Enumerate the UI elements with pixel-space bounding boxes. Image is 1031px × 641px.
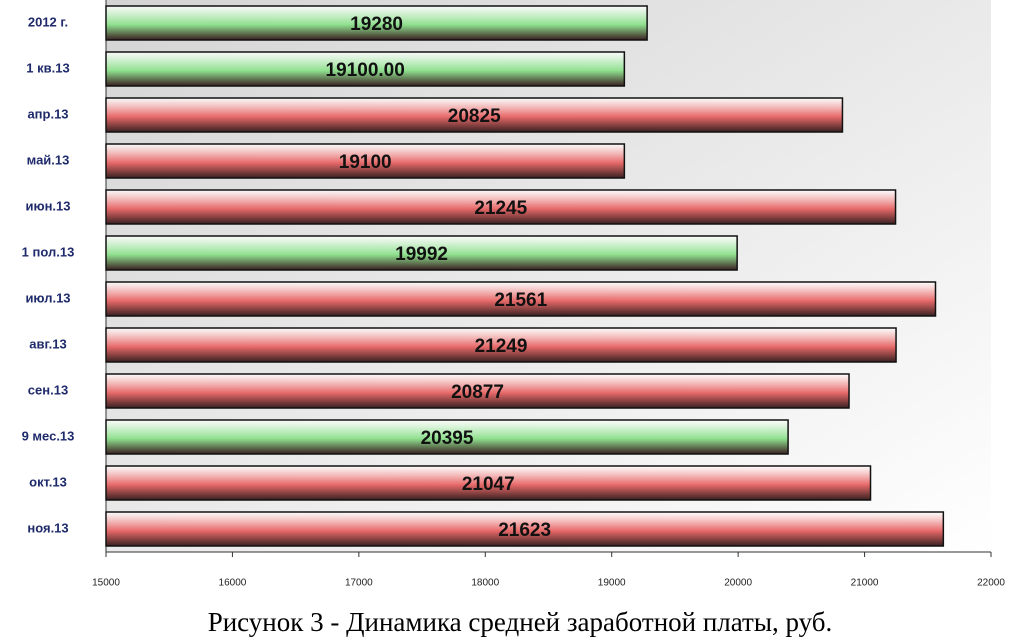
y-tick-label: окт.13 [29, 474, 67, 489]
x-tick-label: 16000 [219, 578, 247, 589]
value-label: 19100 [339, 152, 392, 173]
x-tick-label: 19000 [598, 578, 626, 589]
y-tick-label: июн.13 [25, 198, 70, 213]
x-tick-label: 18000 [471, 578, 499, 589]
value-label: 20825 [448, 106, 501, 127]
value-label: 19992 [395, 244, 448, 265]
x-tick-label: 15000 [92, 578, 120, 589]
bar [105, 189, 897, 225]
value-label: 20877 [451, 382, 504, 403]
chart-title: Рисунок 3 - Динамика средней заработной … [208, 607, 833, 637]
y-tick-label: 9 мес.13 [22, 428, 75, 443]
y-tick-label: авг.13 [29, 336, 66, 351]
bar [105, 327, 897, 363]
value-label: 21245 [474, 198, 527, 219]
x-tick-label: 22000 [977, 578, 1005, 589]
bar [105, 419, 789, 455]
bar [105, 5, 648, 41]
bar [105, 281, 937, 317]
bar [105, 373, 850, 409]
y-tick-label: ноя.13 [27, 520, 68, 535]
bar [105, 511, 945, 547]
y-tick-label: 1 кв.13 [26, 60, 69, 75]
bar [105, 465, 872, 501]
value-label: 19280 [350, 14, 403, 35]
y-tick-label: 2012 г. [28, 14, 68, 29]
x-tick-label: 20000 [724, 578, 752, 589]
bar [105, 51, 626, 87]
value-label: 21561 [494, 290, 547, 311]
value-label: 20395 [421, 428, 474, 449]
y-tick-label: май.13 [27, 152, 70, 167]
plot-area [106, 0, 991, 552]
x-tick-label: 17000 [345, 578, 373, 589]
value-label: 19100.00 [326, 60, 405, 81]
bar [105, 143, 626, 179]
value-label: 21623 [498, 520, 551, 541]
value-label: 21047 [462, 474, 515, 495]
value-label: 21249 [475, 336, 528, 357]
y-tick-label: июл.13 [25, 290, 70, 305]
y-tick-label: 1 пол.13 [22, 244, 75, 259]
bar [105, 235, 738, 271]
y-tick-label: сен.13 [28, 382, 68, 397]
y-tick-label: апр.13 [27, 106, 68, 121]
bar [105, 97, 844, 133]
x-tick-label: 21000 [851, 578, 879, 589]
